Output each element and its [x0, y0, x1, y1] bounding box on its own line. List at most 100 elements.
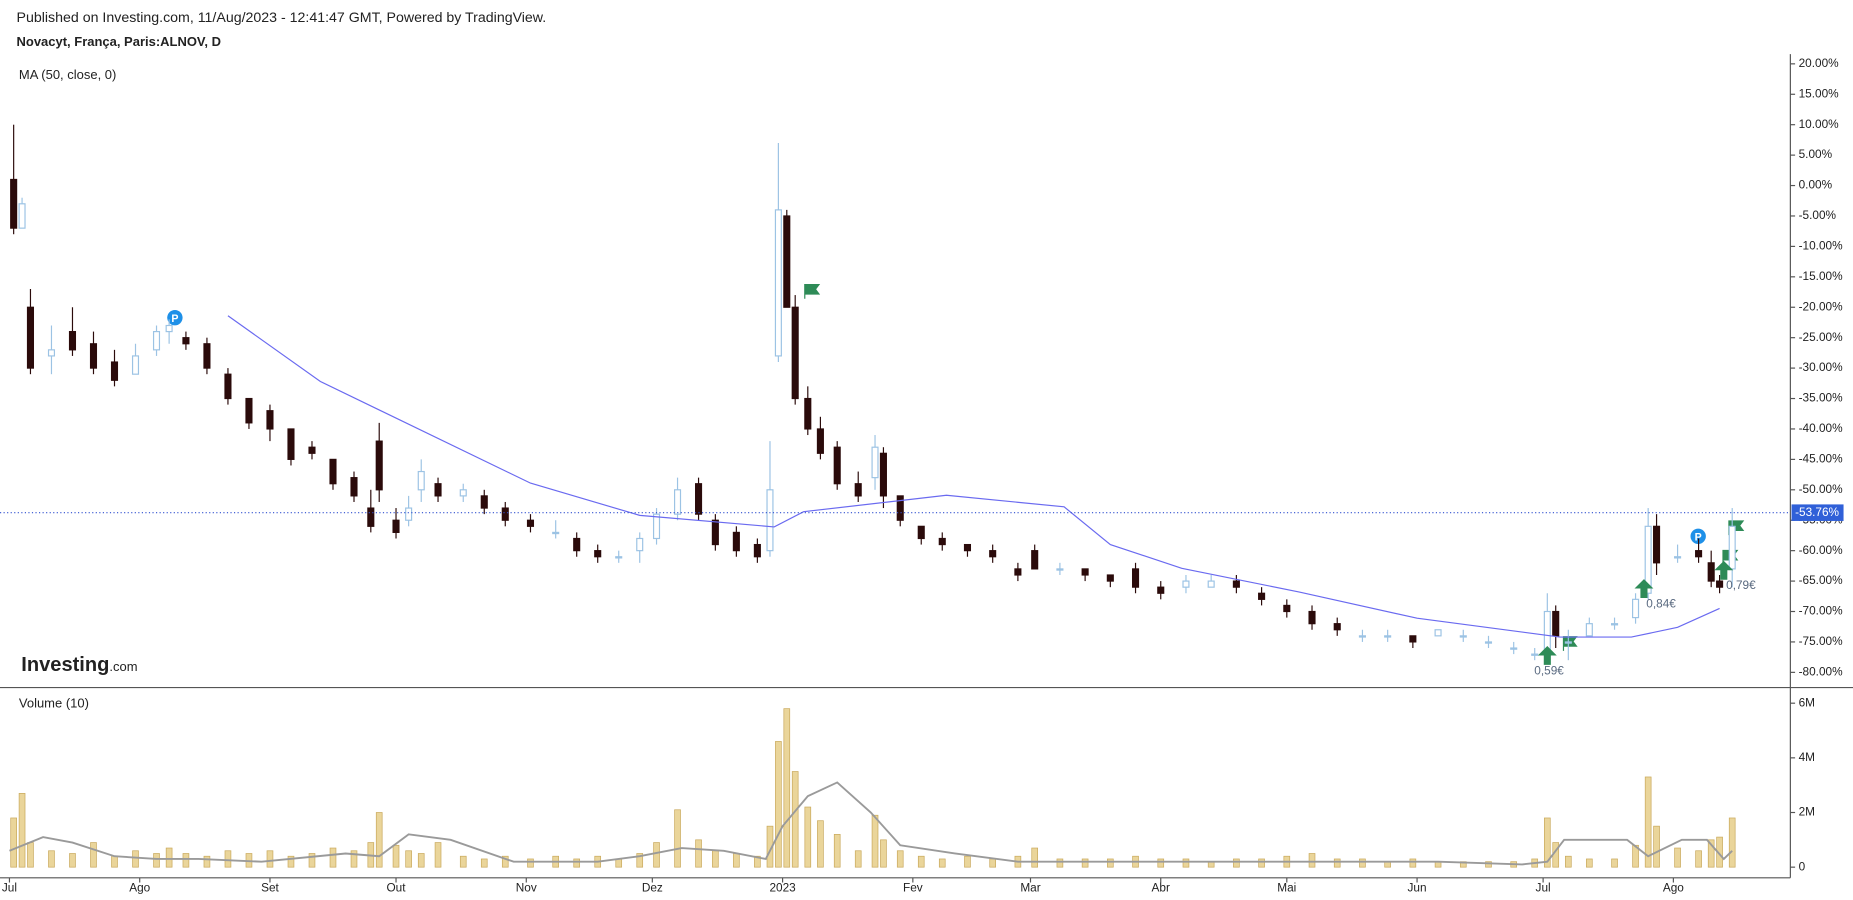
y-tick-label: 15.00% [1799, 86, 1840, 100]
candle-body [287, 428, 295, 460]
volume-bar [153, 853, 160, 868]
x-tick-label: Out [387, 881, 407, 895]
candle-body [652, 513, 661, 540]
x-tick-label: Nov [516, 881, 537, 895]
candle-body [732, 531, 740, 552]
candle-body [26, 306, 35, 369]
candle-body [308, 446, 316, 454]
candle-body [573, 537, 581, 552]
volume-bar [783, 708, 791, 868]
x-tick-label: Fev [903, 881, 923, 895]
candle-body [501, 507, 509, 521]
x-tick-label: Jul [2, 881, 17, 895]
arrow-marker [1634, 579, 1654, 598]
volume-bar [350, 850, 358, 868]
candle-body [1484, 641, 1493, 644]
volume-bar [111, 855, 118, 868]
candle-body [434, 483, 442, 497]
volume-bar [775, 741, 782, 868]
x-tick-label: Dez [642, 881, 663, 895]
volume-bar [329, 847, 337, 868]
volume-bar [804, 806, 812, 868]
candle-body [615, 556, 623, 559]
candle-body [963, 543, 972, 552]
volume-bar [1653, 825, 1660, 868]
price-annotation: 0,84€ [1646, 596, 1676, 610]
candle-body [18, 203, 26, 229]
candle-body [350, 477, 358, 497]
candle-body [375, 440, 383, 491]
volume-bar [18, 793, 26, 868]
volume-bar [1644, 776, 1652, 868]
candle-body [791, 306, 799, 400]
candle-body [203, 343, 211, 369]
x-tick-label: Abr [1152, 881, 1170, 895]
candle-body [526, 519, 535, 527]
candle-body [224, 373, 232, 400]
symbol-title: Novacyt, França, Paris:ALNOV, D [17, 34, 221, 49]
candle-body [1564, 641, 1572, 644]
published-note: Published on Investing.com, 11/Aug/2023 … [17, 10, 547, 26]
y-tick-label: -45.00% [1799, 452, 1843, 466]
x-tick-label: 2023 [769, 881, 796, 895]
p-marker-letter: P [171, 313, 178, 325]
candle-body [816, 428, 824, 454]
candle-body [329, 458, 337, 485]
volume-bar [1565, 855, 1572, 868]
y-tick-label: -20.00% [1799, 299, 1843, 313]
candle-body [871, 446, 879, 479]
y-tick-label: 6M [1799, 695, 1815, 709]
volume-bar [674, 809, 681, 868]
x-tick-label: Ago [129, 881, 150, 895]
volume-bar [964, 855, 971, 868]
candle-body [1674, 556, 1682, 559]
volume-bar [405, 850, 412, 868]
candle-body [1258, 592, 1266, 600]
candle-body [1695, 550, 1703, 558]
ma-legend: MA (50, close, 0) [19, 67, 116, 82]
candle-body [1157, 586, 1165, 594]
volume-bar [880, 839, 887, 868]
volume-bar [1031, 847, 1039, 868]
y-tick-label: -50.00% [1799, 482, 1843, 496]
volume-bar [287, 855, 295, 868]
arrow-marker [1537, 646, 1557, 665]
volume-bar [1359, 858, 1366, 868]
volume-bar [712, 850, 719, 868]
volume-bar [938, 858, 946, 868]
candle-body [1384, 635, 1392, 638]
x-tick-label: Jul [1536, 881, 1551, 895]
candle-body [1031, 550, 1039, 570]
volume-bar [989, 858, 996, 868]
candle-body [245, 397, 253, 424]
candle-body [1308, 610, 1316, 625]
candle-body [594, 550, 602, 558]
volume-bar [817, 820, 824, 868]
candle-body [1283, 604, 1291, 613]
candle-body [89, 343, 98, 369]
x-tick-label: Mar [1020, 881, 1040, 895]
y-tick-label: -60.00% [1799, 543, 1843, 557]
candle-body [1056, 568, 1064, 571]
volume-bar [854, 850, 862, 868]
volume-bar [1233, 858, 1240, 868]
volume-bar [615, 858, 623, 868]
y-tick-label: -65.00% [1799, 573, 1843, 587]
candle-body [1707, 562, 1715, 582]
volume-bar [1157, 858, 1165, 868]
price-annotation: 0,79€ [1726, 578, 1756, 592]
y-tick-label: -70.00% [1799, 604, 1843, 618]
candle-body [266, 410, 274, 430]
volume-legend: Volume (10) [19, 696, 89, 711]
volume-bar [434, 842, 442, 868]
candle-body [711, 519, 719, 546]
volume-bar [1544, 817, 1551, 868]
y-tick-label: 10.00% [1799, 117, 1840, 131]
candle-body [804, 397, 812, 430]
candle-body [753, 543, 761, 558]
candle-body [1459, 635, 1467, 638]
candle-body [1552, 610, 1560, 637]
volume-bar [1409, 858, 1417, 868]
